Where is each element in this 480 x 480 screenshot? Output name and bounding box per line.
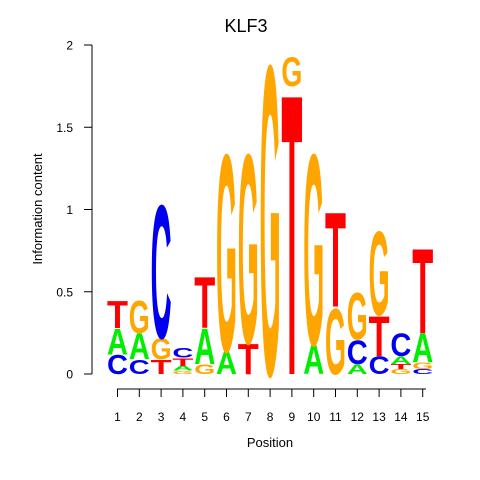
logo-letter-t: T (325, 183, 346, 335)
logo-letter-g: G (369, 209, 390, 341)
logo-letter-t: T (172, 356, 193, 369)
logo-letter-c: C (107, 350, 128, 381)
logo-letter-t: T (412, 223, 433, 359)
logo-letter-t: T (281, 12, 302, 460)
logo-letter-g: G (260, 0, 281, 469)
x-axis-ticks: 1 2 3 4 5 6 7 8 9 10 11 12 13 14 15 (114, 389, 430, 424)
logo-letter-g: G (238, 98, 259, 401)
logo-letter-g: G (412, 361, 433, 371)
y-axis-label: Information content (30, 153, 45, 265)
logo-letter-c: C (412, 368, 433, 376)
logo-letter-g: G (194, 362, 215, 377)
logo-letter-t: T (151, 356, 173, 379)
logo-letter-g: G (390, 368, 411, 376)
logo-letter-g: G (216, 95, 237, 412)
x-tick-label: 4 (180, 410, 187, 424)
x-tick-label: 8 (267, 410, 274, 424)
logo-letter-g: G (281, 49, 302, 95)
logo-letter-t: T (107, 293, 128, 337)
logo-letter-a: A (107, 322, 128, 363)
x-tick-label: 15 (416, 410, 430, 424)
logo-letter-g: G (347, 279, 368, 354)
x-tick-label: 7 (245, 410, 252, 424)
logo-letter-g: G (151, 333, 172, 367)
x-tick-label: 13 (372, 410, 386, 424)
logo-letter-g: G (172, 370, 193, 375)
y-tick-label: 2 (66, 39, 73, 53)
x-tick-label: 11 (329, 410, 342, 424)
logo-letter-a: A (216, 346, 237, 382)
logo-letter-a: A (390, 354, 411, 367)
x-tick-label: 6 (223, 410, 230, 424)
logo-letter-c: C (151, 166, 172, 379)
x-tick-label: 9 (289, 410, 296, 424)
logo-letter-g: G (303, 98, 324, 403)
x-tick-label: 5 (201, 410, 208, 424)
x-tick-label: 3 (158, 410, 165, 424)
logo-letter-t: T (238, 335, 259, 384)
y-tick-label: 0.5 (56, 285, 73, 299)
logo-letter-g: G (129, 291, 150, 342)
x-tick-label: 14 (394, 410, 408, 424)
x-axis-label: Position (247, 435, 293, 450)
logo-letter-c: C (172, 345, 193, 361)
logo-letter-a: A (194, 319, 215, 375)
logo-letter-a: A (172, 365, 193, 373)
chart-title: KLF3 (224, 16, 267, 36)
logo-letter-c: C (129, 356, 150, 379)
x-tick-label: 1 (114, 410, 121, 424)
logo-letter-c: C (369, 351, 390, 380)
logo-letter-g: G (325, 288, 346, 394)
logo-letter-a: A (303, 337, 324, 383)
logo-letter-c: C (347, 333, 368, 372)
y-tick-label: 1.5 (56, 121, 73, 135)
y-tick-label: 0 (66, 368, 73, 382)
logo-letter-c: C (390, 328, 411, 364)
logo-letter-t: T (390, 363, 411, 371)
logo-letter-t: T (369, 305, 390, 369)
logo-letter-t: T (194, 263, 215, 345)
x-tick-label: 10 (307, 410, 321, 424)
logo-letter-a: A (129, 327, 150, 368)
y-tick-label: 1 (66, 203, 73, 217)
y-axis-ticks: 0 0.5 1 1.5 2 (56, 39, 92, 382)
x-tick-label: 12 (351, 410, 365, 424)
logo-letter-a: A (347, 361, 368, 377)
x-tick-label: 2 (136, 410, 143, 424)
logo-letter-a: A (412, 325, 433, 371)
